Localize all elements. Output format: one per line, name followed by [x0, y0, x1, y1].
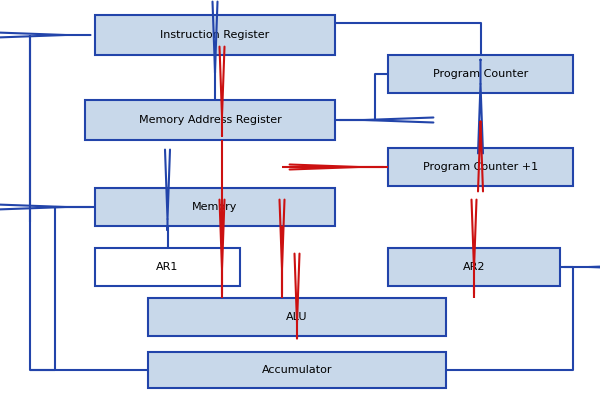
Text: AR2: AR2 — [463, 262, 485, 272]
FancyBboxPatch shape — [95, 15, 335, 55]
FancyBboxPatch shape — [95, 248, 240, 286]
FancyBboxPatch shape — [85, 100, 335, 140]
FancyBboxPatch shape — [95, 188, 335, 226]
FancyBboxPatch shape — [148, 298, 446, 336]
FancyBboxPatch shape — [388, 55, 573, 93]
FancyBboxPatch shape — [388, 148, 573, 186]
Text: ALU: ALU — [286, 312, 308, 322]
Text: Instruction Register: Instruction Register — [160, 30, 269, 40]
Text: Program Counter: Program Counter — [433, 69, 528, 79]
Text: Memory Address Register: Memory Address Register — [139, 115, 281, 125]
Text: Memory: Memory — [193, 202, 238, 212]
FancyBboxPatch shape — [388, 248, 560, 286]
FancyBboxPatch shape — [148, 352, 446, 388]
Text: AR1: AR1 — [157, 262, 179, 272]
Text: Accumulator: Accumulator — [262, 365, 332, 375]
Text: Program Counter +1: Program Counter +1 — [423, 162, 538, 172]
